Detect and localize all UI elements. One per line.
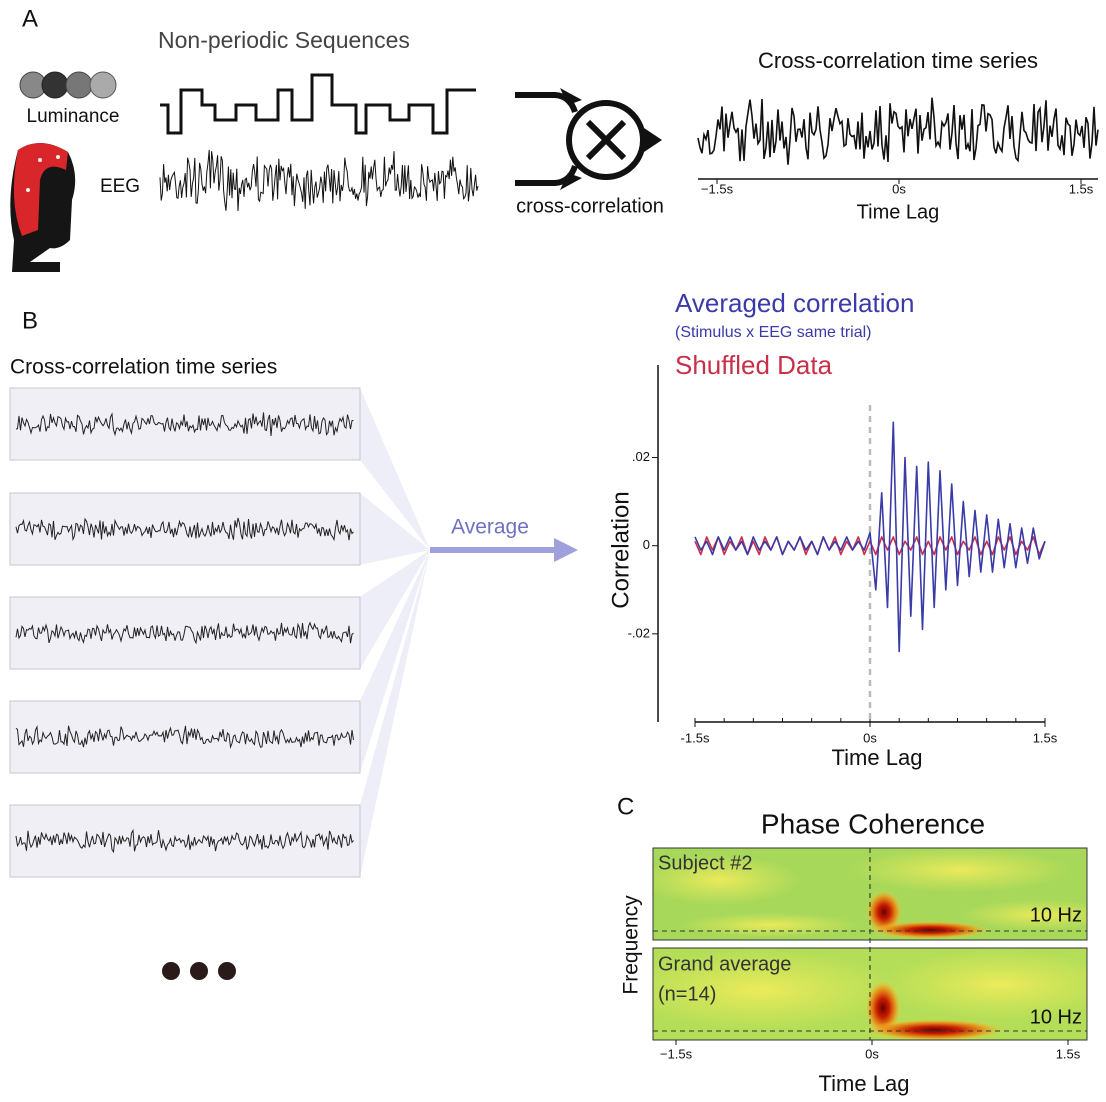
more-dots bbox=[162, 962, 236, 980]
luminance-label: Luminance bbox=[27, 106, 120, 127]
cross-correlation-trace bbox=[697, 97, 1099, 165]
x-ticks: −1.5s 0s 1.5s bbox=[660, 848, 1081, 1061]
x-tick-label: 0s bbox=[892, 181, 906, 196]
noise-trace bbox=[15, 828, 354, 854]
x-tick-label: −1.5s bbox=[660, 1046, 693, 1061]
fan-wedge bbox=[360, 493, 430, 565]
band-label: 10 Hz bbox=[1030, 904, 1082, 926]
noise-trace bbox=[697, 97, 1099, 165]
y-axis-label: Frequency bbox=[620, 895, 643, 995]
step-line bbox=[160, 73, 476, 135]
x-tick-label: 0s bbox=[865, 1046, 879, 1061]
x-axis-label: Time Lag bbox=[819, 1071, 910, 1096]
noise-trace bbox=[159, 149, 479, 212]
chart-title: Phase Coherence bbox=[761, 808, 985, 839]
x-tick-label: 1.5s bbox=[1069, 181, 1094, 196]
fan-wedge bbox=[360, 550, 430, 877]
chart-subtitle: (Stimulus x EEG same trial) bbox=[675, 324, 871, 341]
noise-trace bbox=[15, 412, 354, 437]
panel-label: C bbox=[617, 793, 634, 820]
y-tick-label: -.02 bbox=[628, 625, 650, 640]
averaging-fan bbox=[360, 388, 430, 877]
x-axis-label: Time Lag bbox=[832, 745, 923, 770]
x-tick-label: 1.5s bbox=[1033, 730, 1058, 745]
x-tick-label: −1.5s bbox=[701, 181, 734, 196]
noise-trace bbox=[15, 725, 354, 749]
y-tick-label: 0 bbox=[643, 537, 650, 552]
sequences-title: Non-periodic Sequences bbox=[158, 27, 410, 53]
trace-box bbox=[9, 492, 361, 566]
eeg-trace bbox=[159, 149, 479, 212]
average-label: Average bbox=[451, 516, 529, 539]
series-line bbox=[694, 421, 1046, 653]
series-line bbox=[694, 536, 1046, 556]
map-sublabel: (n=14) bbox=[658, 983, 716, 1005]
noise-trace bbox=[15, 621, 354, 645]
panel-label: A bbox=[22, 5, 38, 32]
x-tick-label: -1.5s bbox=[681, 730, 710, 745]
noise-trace bbox=[15, 517, 354, 542]
legend-entry: Shuffled Data bbox=[675, 350, 833, 380]
luminance-icon bbox=[19, 71, 117, 99]
panel-label: B bbox=[22, 307, 38, 334]
luminance-sequence bbox=[160, 73, 476, 135]
y-tick-label: .02 bbox=[632, 449, 650, 464]
x-tick-label: 1.5s bbox=[1056, 1046, 1081, 1061]
cross-correlation-operator bbox=[515, 88, 662, 190]
operation-label: cross-correlation bbox=[516, 195, 664, 217]
fan-wedge bbox=[360, 550, 430, 669]
x-ticks: −1.5s 0s 1.5s bbox=[701, 179, 1094, 196]
output-title: Cross-correlation time series bbox=[758, 48, 1038, 73]
trace-box bbox=[9, 700, 361, 774]
fan-wedge bbox=[360, 388, 430, 550]
average-arrow bbox=[430, 538, 578, 562]
legend-entry: Averaged correlation bbox=[675, 288, 914, 318]
eeg-label: EEG bbox=[100, 176, 140, 197]
correlation-chart: Averaged correlation (Stimulus x EEG same… bbox=[607, 288, 1057, 770]
map-label: Subject #2 bbox=[658, 852, 753, 874]
eeg-head-icon bbox=[10, 142, 76, 272]
input-title: Cross-correlation time series bbox=[10, 356, 277, 379]
band-label: 10 Hz bbox=[1030, 1006, 1082, 1028]
map-label: Grand average bbox=[658, 953, 791, 975]
x-axis-label: Time Lag bbox=[857, 201, 940, 223]
fan-wedge bbox=[360, 550, 430, 773]
trial-traces bbox=[9, 387, 361, 878]
x-tick-label: 0s bbox=[863, 730, 877, 745]
y-axis-label: Correlation bbox=[607, 491, 634, 608]
